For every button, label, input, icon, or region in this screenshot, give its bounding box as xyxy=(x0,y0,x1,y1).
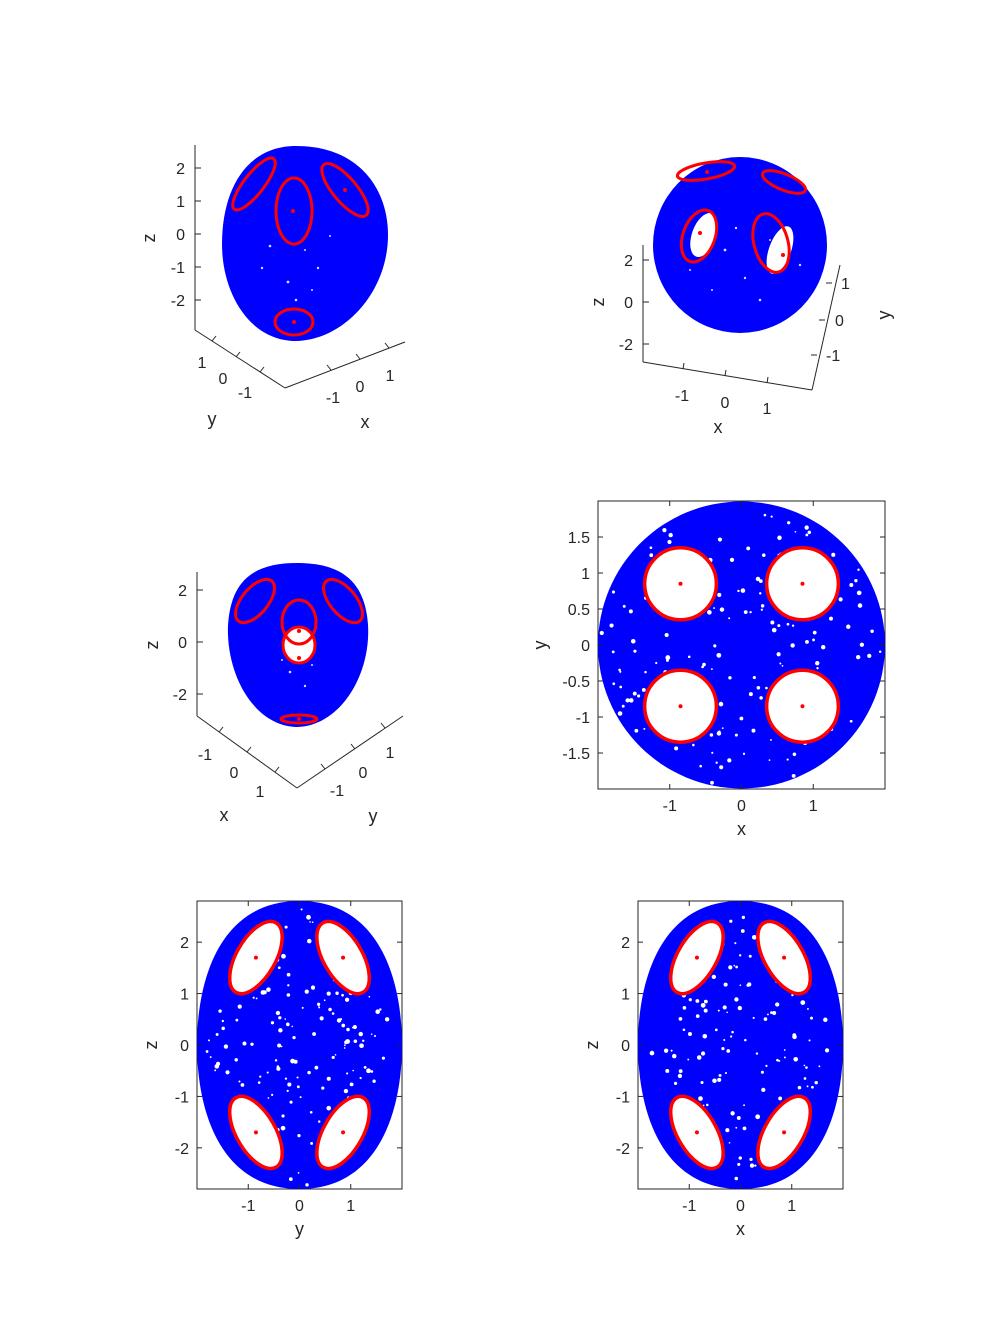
p1-z-label: z xyxy=(139,234,159,243)
p5-x-tick-label: 1 xyxy=(346,1198,355,1215)
p5-fixed-point xyxy=(341,1130,345,1134)
p4-y-tick-label: -1.5 xyxy=(562,746,590,763)
p3-z-tick: 2 xyxy=(178,583,187,600)
p2-fixed-point xyxy=(781,253,785,257)
p5-x-tick-label: 0 xyxy=(295,1198,304,1215)
p3-z-tick: 0 xyxy=(178,635,187,652)
p2-z-tick: -2 xyxy=(619,337,633,354)
p1-x-tick: 1 xyxy=(386,368,395,385)
p2-x-label: x xyxy=(714,417,723,437)
p5-fixed-point xyxy=(254,956,258,960)
p1-fixed-point xyxy=(291,209,295,213)
p3-fixed-point xyxy=(297,656,301,660)
p3-z-tick: -2 xyxy=(173,687,187,704)
p1-x-tick: 0 xyxy=(356,379,365,396)
p6-y-label: z xyxy=(582,1041,602,1050)
p6-fixed-point xyxy=(695,956,699,960)
p4-y-label: y xyxy=(530,641,550,650)
p2-y-tick: 1 xyxy=(841,276,850,293)
p2-y-tick: 0 xyxy=(835,313,844,330)
p1-z-tick: -1 xyxy=(171,260,185,277)
p1-y-tick: 1 xyxy=(198,355,207,372)
p4-x-tick-label: -1 xyxy=(663,798,677,815)
p2-z-tick: 2 xyxy=(624,253,633,270)
p4-fixed-point xyxy=(800,704,804,708)
p1-z-tick: -2 xyxy=(171,293,185,310)
p2-fixed-point xyxy=(705,170,709,174)
p1-y-tick: 0 xyxy=(219,371,228,388)
p2-fixed-point xyxy=(698,231,702,235)
p3-x-label: x xyxy=(220,805,229,825)
p3-x-tick: -1 xyxy=(198,747,212,764)
p6-fixed-point xyxy=(695,1130,699,1134)
p3-x-tick: 0 xyxy=(230,765,239,782)
p6-x-tick-label: 1 xyxy=(787,1198,796,1215)
p4-y-tick-label: 0.5 xyxy=(568,602,590,619)
p5-x-label: y xyxy=(295,1219,304,1239)
p6-y-tick-label: -2 xyxy=(616,1141,630,1158)
p5-y-tick-label: -1 xyxy=(175,1089,189,1106)
p4-region xyxy=(598,502,885,789)
p6-y-tick-label: 1 xyxy=(621,987,630,1004)
p3-z-label: z xyxy=(142,641,162,650)
p6-x-tick-label: -1 xyxy=(682,1198,696,1215)
p1-y-tick: -1 xyxy=(238,385,252,402)
p5-y-tick-label: -2 xyxy=(175,1141,189,1158)
p3-fixed-point xyxy=(297,717,301,721)
p4-fixed-point xyxy=(679,704,683,708)
p5-region xyxy=(197,901,402,1189)
p2-z-label: z xyxy=(588,298,608,307)
p2-x-tick: -1 xyxy=(675,388,689,405)
p6-y-tick-label: 0 xyxy=(621,1038,630,1055)
p5-fixed-point xyxy=(254,1130,258,1134)
p2-z-tick: 0 xyxy=(624,295,633,312)
p4-x-tick-label: 1 xyxy=(809,798,818,815)
p4-y-tick-label: 0 xyxy=(581,638,590,655)
p5-y-tick-label: 1 xyxy=(180,987,189,1004)
p6-y-tick-label: -1 xyxy=(616,1089,630,1106)
p4-x-label: x xyxy=(737,819,746,839)
p2-y-tick: -1 xyxy=(826,348,840,365)
p3-x-tick: 1 xyxy=(256,784,265,801)
p4-x-tick-label: 0 xyxy=(737,798,746,815)
p1-x-label: x xyxy=(361,412,370,432)
p2-x-tick: 0 xyxy=(721,395,730,412)
p1-x-tick: -1 xyxy=(326,390,340,407)
p6-fixed-point xyxy=(782,956,786,960)
p1-fixed-point xyxy=(292,320,296,324)
p3-y-label: y xyxy=(369,806,378,826)
p4-y-tick-label: -1 xyxy=(576,710,590,727)
p4-y-tick-label: 1.5 xyxy=(568,530,590,547)
p5-y-tick-label: 2 xyxy=(180,935,189,952)
p1-z-tick: 0 xyxy=(176,227,185,244)
p3-y-tick: 0 xyxy=(359,765,368,782)
p6-x-tick-label: 0 xyxy=(736,1198,745,1215)
p2-x-tick: 1 xyxy=(763,401,772,418)
p4-fixed-point xyxy=(679,582,683,586)
p3-y-tick: -1 xyxy=(330,783,344,800)
p1-fixed-point xyxy=(343,188,347,192)
p1-z-tick: 2 xyxy=(176,161,185,178)
p6-fixed-point xyxy=(782,1130,786,1134)
p5-x-tick-label: -1 xyxy=(241,1198,255,1215)
p1-z-tick: 1 xyxy=(176,194,185,211)
p6-x-label: x xyxy=(736,1219,745,1239)
p5-y-label: z xyxy=(141,1041,161,1050)
p5-fixed-point xyxy=(341,956,345,960)
p5-y-tick-label: 0 xyxy=(180,1038,189,1055)
p4-y-tick-label: -0.5 xyxy=(562,674,590,691)
p2-y-label: y xyxy=(874,311,894,320)
p4-fixed-point xyxy=(800,582,804,586)
p6-region xyxy=(638,901,843,1189)
p3-y-tick: 1 xyxy=(386,745,395,762)
p3-fixed-point xyxy=(297,629,301,633)
p1-y-label: y xyxy=(208,409,217,429)
p4-y-tick-label: 1 xyxy=(581,566,590,583)
p6-y-tick-label: 2 xyxy=(621,935,630,952)
